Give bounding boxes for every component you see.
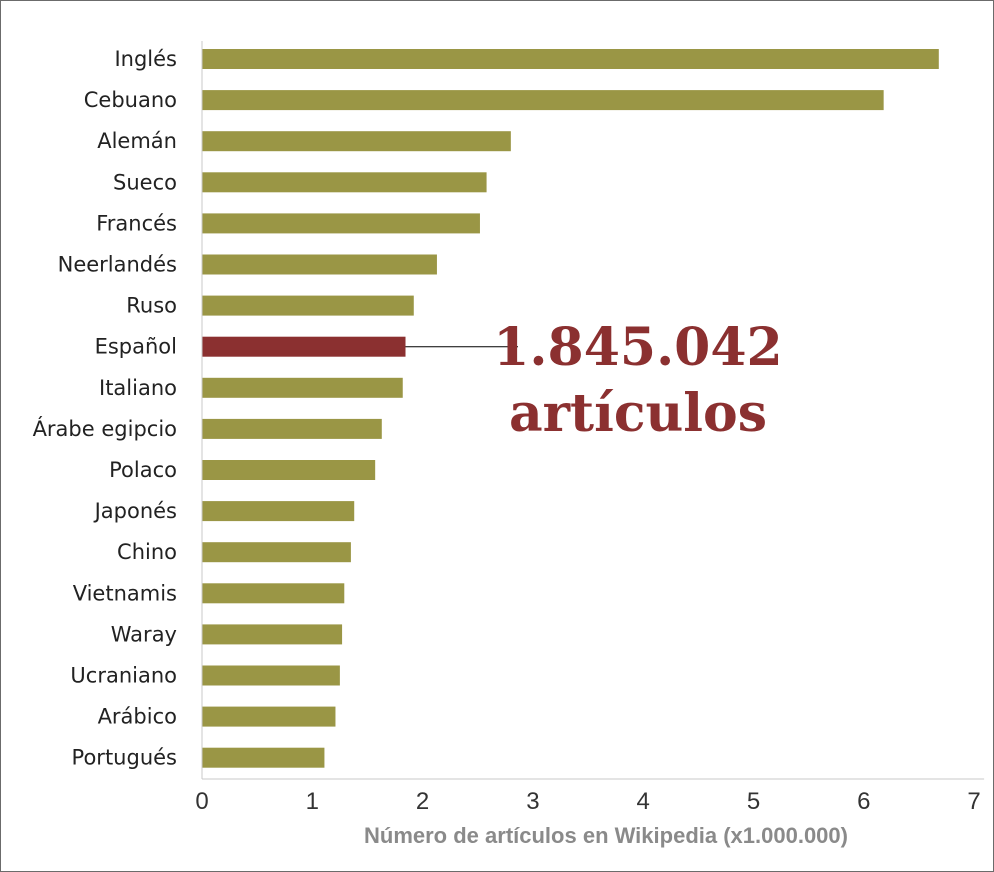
category-labels: Inglés Cebuano Alemán Sueco Francés Neerlandé… [33, 47, 177, 770]
category-label: Inglés [114, 47, 177, 71]
bar-9 [202, 418, 382, 439]
x-tick-label: 6 [857, 788, 870, 815]
category-label: Ucraniano [70, 664, 177, 688]
x-tick-label: 2 [416, 788, 429, 815]
bar-0 [202, 49, 939, 69]
bar-14 [202, 624, 343, 645]
category-label: Francés [96, 211, 177, 235]
bar-2 [202, 131, 511, 152]
category-label: Neerlandés [58, 253, 177, 277]
x-tick-label: 3 [526, 788, 539, 815]
x-tick-label: 4 [637, 788, 650, 815]
x-tick-labels: 0 1 2 3 4 5 6 7 [195, 788, 980, 815]
bar-13 [202, 583, 345, 604]
category-label: Alemán [97, 129, 177, 153]
bar-11 [202, 501, 355, 522]
x-tick-label: 5 [747, 788, 760, 815]
bar-15 [202, 665, 340, 686]
x-axis-title: Número de artículos en Wikipedia (x1.000… [364, 823, 848, 848]
category-label: Italiano [99, 376, 177, 400]
annotation-value: 1.845.042 [493, 317, 782, 378]
bar-1 [202, 90, 884, 111]
category-label: Portugués [72, 746, 177, 770]
x-tick-label: 7 [967, 788, 980, 815]
category-label: Sueco [113, 170, 177, 194]
bar-12 [202, 542, 351, 563]
x-tick-label: 0 [195, 788, 208, 815]
bar-5 [202, 254, 437, 275]
category-label: Chino [117, 540, 177, 564]
category-label: Japonés [93, 499, 177, 523]
bar-16 [202, 706, 336, 727]
category-label: Árabe egipcio [33, 416, 177, 441]
bar-8 [202, 377, 403, 398]
category-label: Español [95, 335, 177, 359]
bar-6 [202, 295, 414, 316]
bar-3 [202, 172, 487, 193]
category-label: Arábico [98, 705, 177, 729]
category-label: Vietnamis [73, 581, 177, 605]
category-label: Ruso [126, 294, 177, 318]
category-label: Polaco [109, 458, 177, 482]
bar-4 [202, 213, 480, 234]
bar-10 [202, 460, 376, 480]
annotation-unit: artículos [509, 383, 767, 444]
bar-7 [202, 336, 406, 357]
category-label: Waray [111, 622, 177, 646]
bar-17 [202, 747, 325, 768]
category-label: Cebuano [84, 88, 177, 112]
x-tick-label: 1 [306, 788, 319, 815]
bars-layer [202, 49, 939, 768]
